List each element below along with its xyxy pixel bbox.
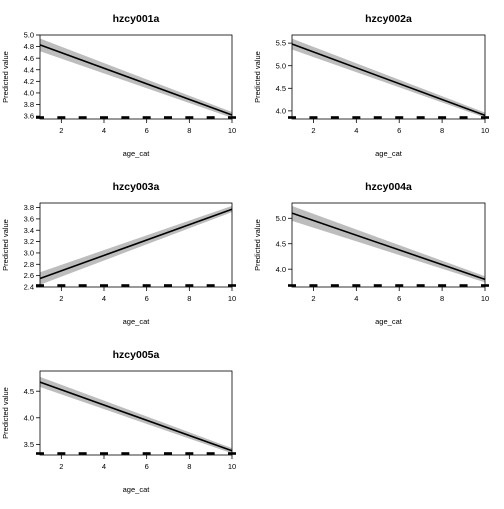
confidence-band [40, 205, 232, 285]
y-axis-label: Predicted value [253, 219, 262, 271]
y-axis-label: Predicted value [1, 51, 10, 103]
x-tick-label: 2 [311, 126, 315, 135]
y-tick-label: 3.8 [24, 100, 34, 109]
y-tick-label: 3.2 [24, 237, 34, 246]
x-axis-label: age_cat [123, 149, 151, 158]
x-tick-label: 8 [187, 126, 191, 135]
x-tick-label: 10 [481, 126, 489, 135]
chart-title: hzcy002a [365, 13, 412, 25]
chart-title: hzcy003a [113, 181, 160, 193]
plot-frame [39, 370, 233, 456]
y-tick-label: 4.0 [24, 413, 34, 422]
panel-hzcy001a: 2 4 6 8 10 3.6 3.8 4.0 4.2 4.4 4.6 4.8 5.0 hzcy001a ag… [1, 13, 236, 158]
y-tick-label: 4.6 [24, 54, 34, 63]
y-axis-label: Predicted value [1, 219, 10, 271]
x-tick-label: 6 [145, 462, 149, 471]
panel-hzcy003a: 2 4 6 8 10 2.4 2.6 2.8 3.0 3.2 3.4 3.6 3.8 hzcy003a ag… [1, 181, 236, 326]
x-tick-label: 10 [481, 294, 489, 303]
chart-title: hzcy004a [365, 181, 412, 193]
y-tick-label: 3.6 [24, 112, 34, 121]
x-tick-label: 2 [59, 294, 63, 303]
prediction-line [291, 43, 486, 117]
y-tick-label: 4.5 [24, 387, 34, 396]
x-tick-label: 8 [187, 294, 191, 303]
panel-hzcy002a: 2 4 6 8 10 4.0 4.5 5.0 5.5 hzcy002a age_cat Predict… [253, 13, 489, 158]
x-tick-label: 4 [354, 294, 358, 303]
x-tick-label: 6 [145, 126, 149, 135]
x-tick-label: 6 [397, 294, 401, 303]
prediction-line [39, 44, 233, 116]
y-tick-label: 4.2 [24, 77, 34, 86]
y-axis-label: Predicted value [253, 51, 262, 103]
prediction-line [39, 381, 233, 452]
x-tick-label: 8 [440, 126, 444, 135]
chart-title: hzcy001a [113, 13, 160, 25]
x-axis-label: age_cat [123, 485, 151, 494]
x-tick-label: 2 [59, 126, 63, 135]
x-tick-label: 2 [59, 462, 63, 471]
y-tick-label: 5.5 [276, 39, 286, 48]
y-tick-label: 4.5 [276, 239, 286, 248]
panel-hzcy005a: 2 4 6 8 10 3.5 4.0 4.5 hzcy005a age_cat Predicted … [1, 349, 236, 494]
panel-hzcy004a: 2 4 6 8 10 4.0 4.5 5.0 hzcy004a age_cat Predicted … [253, 181, 489, 326]
plot-frame [291, 202, 486, 288]
x-tick-label: 4 [102, 462, 106, 471]
prediction-line [291, 212, 486, 281]
x-tick-label: 4 [102, 294, 106, 303]
y-tick-label: 3.8 [24, 203, 34, 212]
y-tick-label: 3.0 [24, 249, 34, 258]
y-tick-label: 4.5 [276, 84, 286, 93]
x-tick-label: 6 [145, 294, 149, 303]
x-tick-label: 4 [102, 126, 106, 135]
x-tick-label: 4 [354, 126, 358, 135]
x-axis-label: age_cat [375, 317, 403, 326]
y-tick-label: 2.8 [24, 260, 34, 269]
y-tick-label: 4.0 [276, 265, 286, 274]
plot-frame [39, 34, 233, 120]
x-axis-label: age_cat [123, 317, 151, 326]
y-axis-label: Predicted value [1, 387, 10, 439]
x-tick-label: 8 [187, 462, 191, 471]
plot-frame [291, 34, 486, 120]
x-tick-label: 6 [397, 126, 401, 135]
y-tick-label: 5.0 [276, 214, 286, 223]
y-tick-label: 2.6 [24, 271, 34, 280]
y-tick-label: 4.8 [24, 42, 34, 51]
y-tick-label: 2.4 [24, 283, 34, 292]
plot-frame [39, 202, 233, 288]
x-tick-label: 10 [228, 294, 236, 303]
y-tick-label: 3.6 [24, 214, 34, 223]
y-tick-label: 5.0 [276, 61, 286, 70]
x-tick-label: 2 [311, 294, 315, 303]
x-tick-label: 8 [440, 294, 444, 303]
x-axis-label: age_cat [375, 149, 403, 158]
y-tick-label: 5.0 [24, 31, 34, 40]
y-tick-label: 3.4 [24, 226, 34, 235]
chart-title: hzcy005a [113, 349, 160, 361]
y-tick-label: 4.0 [24, 89, 34, 98]
y-tick-label: 4.0 [276, 106, 286, 115]
x-tick-label: 10 [228, 462, 236, 471]
y-tick-label: 3.5 [24, 440, 34, 449]
prediction-line [39, 208, 233, 280]
x-tick-label: 10 [228, 126, 236, 135]
y-tick-label: 4.4 [24, 65, 34, 74]
